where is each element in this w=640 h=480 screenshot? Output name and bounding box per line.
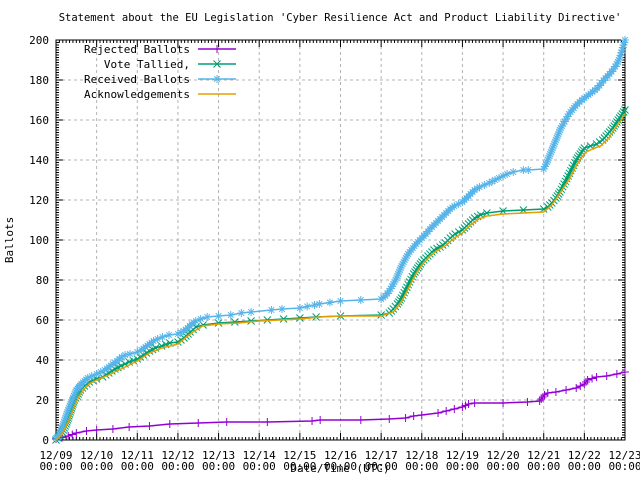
x-tick-label: 12/19	[446, 449, 479, 462]
x-tick-label: 12/13	[202, 449, 235, 462]
y-tick-label: 80	[36, 274, 49, 287]
legend-label: Acknowledgements	[84, 88, 190, 101]
legend-sample-marker	[213, 60, 221, 68]
legend-item-acknowledgements: Acknowledgements	[84, 88, 236, 101]
x-tick-labels: 12/0900:0012/1000:0012/1100:0012/1200:00…	[39, 449, 640, 473]
x-tick-sublabel: 00:00	[527, 460, 560, 473]
legend: Rejected Ballots Vote Tallied, Received Ba…	[84, 43, 236, 101]
series-received-ballots	[52, 36, 629, 442]
x-tick-label: 12/12	[161, 449, 194, 462]
x-tick-label: 12/21	[527, 449, 560, 462]
legend-item-received-ballots: Received Ballots	[84, 73, 236, 86]
x-tick-label: 12/23	[608, 449, 640, 462]
x-tick-label: 12/11	[121, 449, 154, 462]
legend-label: Received Ballots	[84, 73, 190, 86]
x-tick-sublabel: 00:00	[487, 460, 520, 473]
x-tick-sublabel: 00:00	[80, 460, 113, 473]
x-tick-label: 12/09	[39, 449, 72, 462]
y-tick-labels: 0 20 40 60 80 100 120 140 160 180 200	[29, 34, 49, 447]
legend-label: Vote Tallied,	[104, 58, 190, 71]
y-tick-label: 20	[36, 394, 49, 407]
legend-sample-marker	[213, 75, 221, 83]
x-tick-label: 12/14	[243, 449, 276, 462]
y-tick-label: 100	[29, 234, 49, 247]
x-tick-label: 12/20	[487, 449, 520, 462]
y-axis-label: Ballots	[3, 217, 16, 263]
x-tick-sublabel: 00:00	[202, 460, 235, 473]
series-acknowledgements	[55, 113, 626, 441]
y-tick-label: 0	[42, 434, 49, 447]
x-tick-label: 12/17	[365, 449, 398, 462]
gridlines	[56, 40, 625, 440]
x-tick-sublabel: 00:00	[324, 460, 357, 473]
x-tick-label: 12/15	[283, 449, 316, 462]
series-vote-tallied	[52, 106, 629, 444]
legend-item-vote-tallied: Vote Tallied,	[104, 58, 236, 71]
y-tick-label: 200	[29, 34, 49, 47]
x-tick-sublabel: 00:00	[243, 460, 276, 473]
x-tick-sublabel: 00:00	[446, 460, 479, 473]
x-axis-label: Date/Time (UTC)	[290, 462, 389, 475]
legend-label: Rejected Ballots	[84, 43, 190, 56]
legend-sample-marker	[213, 45, 221, 53]
series-markers	[52, 36, 629, 442]
y-tick-label: 40	[36, 354, 49, 367]
x-tick-sublabel: 00:00	[39, 460, 72, 473]
axes-ticks	[55, 39, 626, 441]
y-tick-label: 180	[29, 74, 49, 87]
x-tick-sublabel: 00:00	[608, 460, 640, 473]
plot-generated-content: 12/0900:0012/1000:0012/1100:0012/1200:00…	[29, 34, 640, 473]
legend-item-rejected-ballots: Rejected Ballots	[84, 43, 236, 56]
x-tick-sublabel: 00:00	[161, 460, 194, 473]
x-tick-sublabel: 00:00	[568, 460, 601, 473]
x-tick-label: 12/18	[405, 449, 438, 462]
x-tick-label: 12/10	[80, 449, 113, 462]
x-tick-sublabel: 00:00	[121, 460, 154, 473]
x-tick-label: 12/16	[324, 449, 357, 462]
x-tick-sublabel: 00:00	[283, 460, 316, 473]
x-tick-label: 12/22	[568, 449, 601, 462]
x-tick-sublabel: 00:00	[365, 460, 398, 473]
y-tick-label: 120	[29, 194, 49, 207]
y-tick-label: 60	[36, 314, 49, 327]
y-tick-label: 160	[29, 114, 49, 127]
chart-title: Statement about the EU Legislation 'Cybe…	[59, 12, 622, 24]
y-tick-label: 140	[29, 154, 49, 167]
series-rejected-ballots	[52, 368, 629, 443]
x-tick-sublabel: 00:00	[405, 460, 438, 473]
